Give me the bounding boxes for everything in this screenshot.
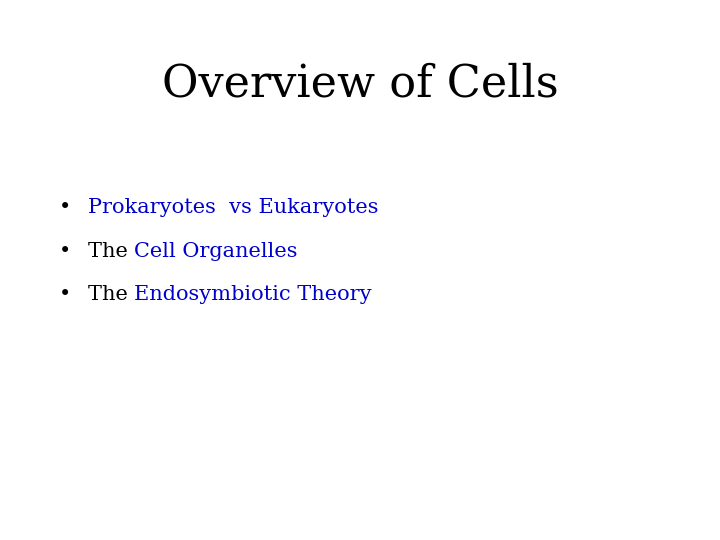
Text: Overview of Cells: Overview of Cells xyxy=(162,62,558,105)
Text: Endosymbiotic Theory: Endosymbiotic Theory xyxy=(135,285,372,304)
Text: •: • xyxy=(58,241,71,261)
Text: The: The xyxy=(88,285,135,304)
Text: The: The xyxy=(88,241,135,261)
Text: •: • xyxy=(58,285,71,304)
Text: Prokaryotes  vs Eukaryotes: Prokaryotes vs Eukaryotes xyxy=(88,198,378,218)
Text: Cell Organelles: Cell Organelles xyxy=(135,241,298,261)
Text: •: • xyxy=(58,198,71,218)
